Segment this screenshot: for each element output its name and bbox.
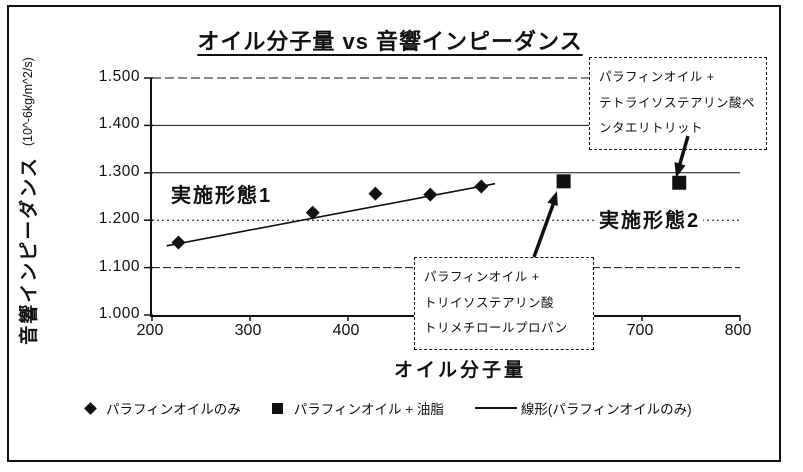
legend-item-linear-trend: 線形(パラフィンオイルのみ)	[474, 398, 692, 418]
annotation-embodiment-1: 実施形態1	[168, 179, 276, 208]
data-point-diamond	[474, 179, 489, 194]
x-tick-label: 200	[136, 322, 164, 339]
figure-border	[7, 5, 781, 462]
trendline	[166, 182, 496, 247]
data-point-square	[672, 175, 687, 190]
data-point-diamond	[171, 235, 186, 250]
chart-title: オイル分子量 vs 音響インピーダンス	[0, 24, 780, 56]
data-point-diamond	[305, 205, 320, 220]
x-tick-label: 400	[332, 322, 360, 339]
x-tick-label: 700	[626, 322, 654, 339]
legend-label: パラフィンオイル + 油脂	[293, 402, 444, 417]
legend-label: 線形(パラフィンオイルのみ)	[520, 402, 692, 417]
chart-title-text: オイル分子量 vs 音響インピーダンス	[197, 29, 583, 54]
line-marker-icon	[474, 407, 517, 409]
annotation-box-trimethylolpropane: パラフィンオイル + トリイソステアリン酸 トリメチロールプロパン	[414, 257, 594, 350]
legend-item-paraffin-plus-oil: パラフィンオイル + 油脂	[271, 398, 444, 418]
data-point-diamond	[368, 186, 383, 201]
data-point-diamond	[423, 187, 438, 202]
annotation-embodiment-2: 実施形態2	[596, 204, 704, 233]
square-marker-icon	[271, 402, 283, 414]
x-tick-label: 300	[234, 322, 262, 339]
annotation-box-pentaerythritol: パラフィンオイル + テトライソステアリン酸ペ ンタエリトリット	[589, 57, 767, 150]
legend-label: パラフィンオイルのみ	[106, 402, 241, 417]
y-tick-label: 1.100	[98, 257, 140, 275]
chart-legend: パラフィンオイルのみ パラフィンオイル + 油脂 線形(パラフィンオイルのみ)	[84, 398, 758, 418]
y-tick-label: 1.500	[98, 68, 140, 85]
y-axis-unit-text: (10^-6kg/m^2/s)	[20, 57, 35, 147]
data-point-square	[556, 174, 571, 189]
legend-item-paraffin-only: パラフィンオイルのみ	[84, 398, 241, 418]
diamond-marker-icon	[84, 401, 97, 415]
y-tick-label: 1.300	[98, 162, 140, 180]
y-tick-label: 1.000	[98, 305, 140, 322]
y-axis-title-text: 音響インピーダンス	[19, 156, 40, 345]
x-tick-label: 800	[724, 322, 752, 339]
y-axis-title: 音響インピーダンス (10^-6kg/m^2/s)	[14, 50, 41, 352]
x-axis-title: オイル分子量	[393, 360, 526, 381]
y-tick-label: 1.200	[98, 210, 140, 228]
y-tick-label: 1.400	[98, 115, 140, 133]
